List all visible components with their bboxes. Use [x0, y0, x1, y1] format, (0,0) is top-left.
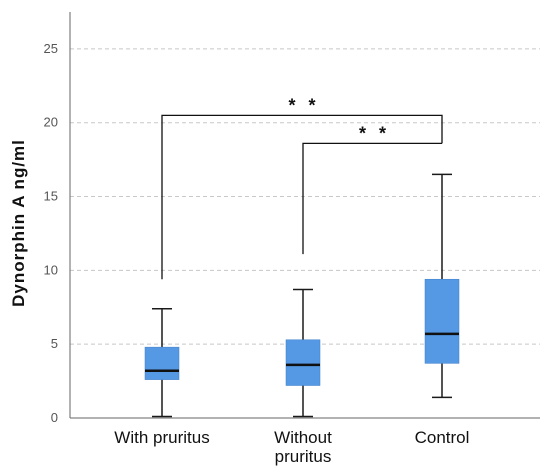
gridlines	[70, 48, 540, 345]
y-tick-label: 0	[51, 410, 58, 425]
x-tick-label: pruritus	[275, 447, 332, 466]
significance-bracket: * *	[161, 95, 443, 280]
box-group	[144, 307, 180, 418]
x-tick-label: With pruritus	[114, 428, 209, 447]
x-tick-label: Control	[415, 428, 470, 447]
x-tick-label: Without	[274, 428, 332, 447]
bracket-line	[302, 142, 442, 255]
significance-label: * *	[359, 123, 390, 143]
y-tick-label: 10	[44, 262, 58, 277]
y-tick-label: 20	[44, 115, 58, 130]
y-tick-label: 5	[51, 336, 58, 351]
y-tick-label: 25	[44, 41, 58, 56]
box-group	[424, 173, 460, 399]
iqr-box	[285, 339, 321, 386]
y-tick-label: 15	[44, 189, 58, 204]
box-group	[285, 288, 321, 418]
iqr-box	[144, 346, 180, 380]
y-axis-label: Dynorphin A ng/ml	[9, 139, 28, 307]
significance-bracket: * *	[302, 123, 442, 255]
significance-brackets: * * * *	[161, 95, 443, 280]
bracket-line	[161, 114, 443, 280]
iqr-box	[424, 278, 460, 364]
boxes	[144, 173, 460, 418]
significance-label: * *	[288, 95, 319, 115]
